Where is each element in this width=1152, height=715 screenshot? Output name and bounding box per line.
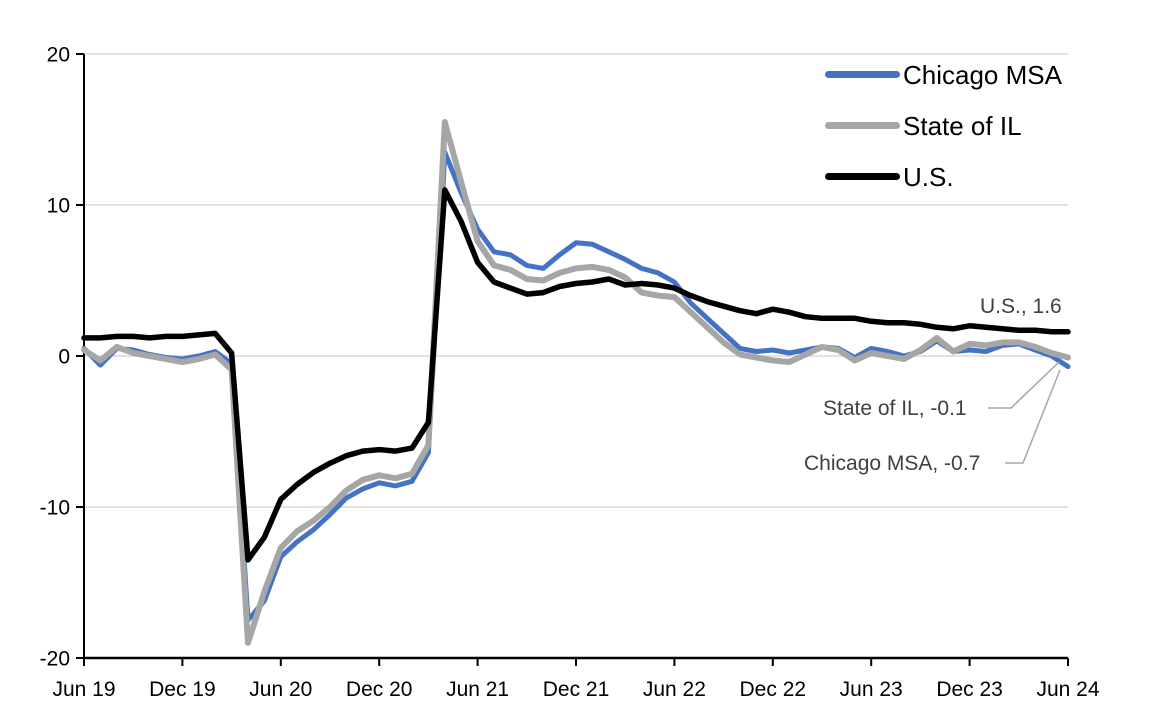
leader-line-state-of-il: [988, 361, 1060, 409]
series-line-u-s: [81, 187, 1071, 563]
series-line-state-of-il: [81, 119, 1071, 646]
x-tick-label-jun-23: Jun 23: [840, 678, 903, 701]
y-tick-label--10: -10: [40, 497, 70, 520]
legend-swatch-chicago-msa-icon: [825, 71, 900, 78]
x-tick-label-jun-22: Jun 22: [643, 678, 706, 701]
annotation-us-end-value: U.S., 1.6: [980, 295, 1062, 318]
chart-legend: Chicago MSA State of IL U.S.: [825, 60, 1062, 191]
x-tick-label-dec-21: Dec 21: [543, 678, 610, 701]
annotation-state-of-il-end-value: State of IL, -0.1: [823, 397, 967, 420]
legend-swatch-state-of-il-icon: [825, 122, 900, 129]
legend-label-us: U.S.: [903, 161, 954, 192]
legend-swatch-us-icon: [825, 173, 900, 180]
legend-item-chicago-msa: Chicago MSA: [825, 60, 1062, 89]
annotation-chicago-msa-end-value: Chicago MSA, -0.7: [804, 452, 981, 475]
legend-item-state-of-il: State of IL: [825, 111, 1062, 140]
x-tick-label-dec-22: Dec 22: [740, 678, 807, 701]
x-tick-label-dec-20: Dec 20: [346, 678, 413, 701]
x-tick-label-jun-24: Jun 24: [1036, 678, 1099, 701]
y-tick-label-10: 10: [47, 195, 70, 218]
legend-label-chicago-msa: Chicago MSA: [903, 59, 1062, 90]
x-tick-label-dec-23: Dec 23: [936, 678, 1003, 701]
x-tick-label-jun-21: Jun 21: [446, 678, 509, 701]
legend-label-state-of-il: State of IL: [903, 110, 1022, 141]
y-tick-label--20: -20: [40, 648, 70, 671]
leader-line-chicago-msa: [1005, 369, 1061, 464]
legend-item-us: U.S.: [825, 162, 1062, 191]
x-tick-label-dec-19: Dec 19: [149, 678, 216, 701]
y-tick-label-20: 20: [47, 44, 70, 67]
x-tick-label-jun-19: Jun 19: [52, 678, 115, 701]
x-tick-label-jun-20: Jun 20: [249, 678, 312, 701]
y-tick-label-0: 0: [58, 346, 70, 369]
